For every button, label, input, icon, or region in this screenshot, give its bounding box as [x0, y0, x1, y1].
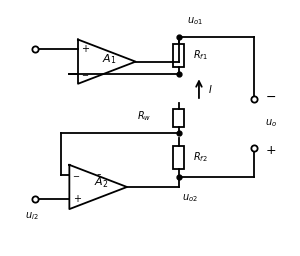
Text: $-$: $-$: [81, 70, 89, 79]
Text: $I$: $I$: [208, 83, 212, 95]
Text: $u_{i2}$: $u_{i2}$: [25, 211, 39, 222]
Text: $A_1$: $A_1$: [103, 52, 117, 66]
Text: $u_{o2}$: $u_{o2}$: [182, 192, 198, 204]
Text: +: +: [81, 44, 89, 54]
Text: +: +: [73, 194, 81, 204]
Text: $-$: $-$: [265, 90, 276, 103]
Bar: [173, 45, 184, 67]
Text: $+$: $+$: [265, 144, 277, 157]
Bar: [173, 146, 184, 169]
Text: $u_o$: $u_o$: [265, 117, 277, 129]
Text: $R_w$: $R_w$: [137, 109, 152, 123]
Text: $R_{f2}$: $R_{f2}$: [193, 151, 208, 164]
Text: $\bar{A}_2$: $\bar{A}_2$: [94, 174, 108, 190]
Text: $u_{o1}$: $u_{o1}$: [188, 15, 203, 27]
Bar: [173, 109, 184, 127]
Text: $-$: $-$: [73, 170, 81, 179]
Text: $R_{f1}$: $R_{f1}$: [193, 49, 208, 62]
